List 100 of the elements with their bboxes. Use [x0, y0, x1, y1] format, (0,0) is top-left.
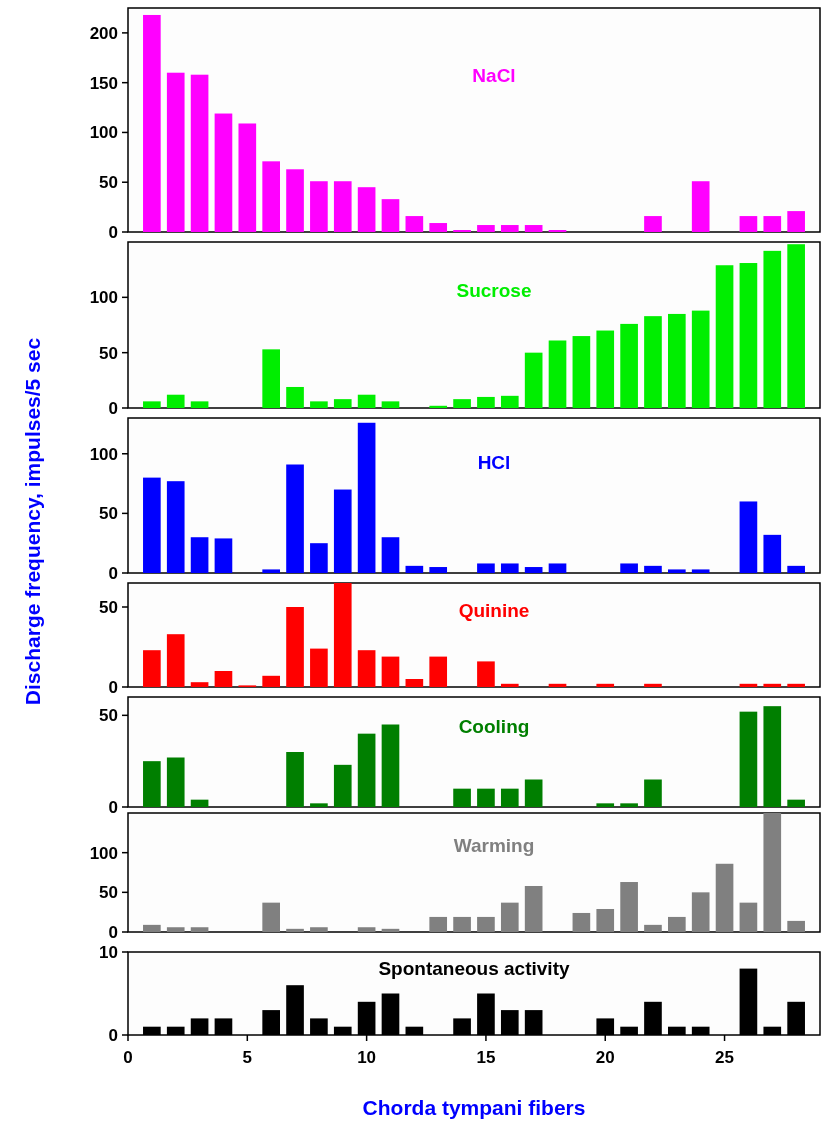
text: Warming — [453, 835, 535, 857]
bar — [500, 902, 519, 932]
bar — [787, 565, 805, 573]
bar — [143, 650, 161, 687]
bar — [381, 199, 400, 232]
bar — [286, 607, 304, 687]
y-tick-label: 50 — [99, 597, 118, 617]
bar — [644, 565, 662, 573]
y-tick-label: 50 — [99, 173, 118, 193]
bar — [429, 916, 448, 932]
bar — [381, 724, 400, 807]
bar — [214, 538, 233, 573]
bar — [477, 788, 495, 807]
y-tick-label: 100 — [89, 123, 118, 143]
bar — [357, 650, 376, 687]
bar — [166, 634, 185, 687]
bar — [310, 181, 328, 232]
text: NaCl — [472, 64, 516, 86]
bar — [763, 250, 782, 408]
bar — [763, 216, 782, 232]
bar — [691, 569, 710, 573]
y-tick-label: 0 — [108, 797, 118, 817]
bar — [262, 349, 280, 408]
x-tick-label: 25 — [715, 1048, 735, 1067]
bar — [763, 534, 782, 573]
bar — [405, 216, 424, 232]
y-tick-label: 0 — [108, 398, 118, 418]
bar — [620, 323, 638, 408]
bar — [477, 916, 495, 932]
bar — [286, 928, 304, 932]
bar — [143, 924, 161, 932]
bar — [644, 779, 662, 807]
bar — [429, 223, 448, 232]
y-tick-label: 0 — [108, 922, 118, 942]
bar — [166, 927, 185, 932]
y-tick-label: 0 — [108, 1025, 118, 1045]
bar — [429, 656, 448, 687]
x-tick-label: 15 — [476, 1048, 496, 1067]
bar — [739, 501, 758, 573]
bar — [739, 216, 758, 232]
bar — [691, 892, 710, 932]
bar — [310, 803, 328, 807]
bar — [787, 920, 805, 932]
bar — [548, 563, 567, 573]
bar — [620, 882, 638, 932]
bar — [190, 799, 209, 807]
text: Quinine — [458, 600, 530, 622]
bar — [500, 395, 519, 408]
bar — [524, 885, 543, 932]
bar — [524, 225, 543, 232]
bar — [381, 537, 400, 573]
bar — [286, 169, 304, 232]
bar — [310, 543, 328, 573]
y-tick-label: 200 — [89, 23, 118, 43]
bar — [381, 928, 400, 932]
x-tick-label: 0 — [123, 1048, 133, 1067]
bar — [763, 683, 782, 687]
bar — [644, 216, 662, 232]
bar — [596, 683, 615, 687]
y-tick-label: 100 — [89, 444, 118, 464]
bar — [739, 263, 758, 408]
bar — [166, 394, 185, 408]
bar — [357, 422, 376, 573]
bar — [644, 924, 662, 932]
bar — [500, 563, 519, 573]
bar — [286, 752, 304, 807]
bar — [166, 481, 185, 573]
bar — [477, 396, 495, 408]
bar — [763, 813, 782, 932]
bar — [166, 757, 185, 807]
bar — [453, 399, 471, 408]
bar — [357, 394, 376, 408]
bar — [644, 683, 662, 687]
y-tick-label: 50 — [99, 504, 118, 524]
x-tick-label: 20 — [595, 1048, 615, 1067]
bar — [429, 567, 448, 573]
bar — [548, 340, 567, 408]
bar — [143, 14, 161, 232]
bar — [190, 682, 209, 687]
bar — [357, 927, 376, 932]
bar — [691, 181, 710, 232]
text: Sucrose — [456, 279, 532, 301]
bar — [453, 916, 471, 932]
bar — [238, 123, 257, 232]
bar — [596, 330, 615, 408]
bar — [262, 902, 280, 932]
bar — [286, 386, 304, 408]
bar — [477, 563, 495, 573]
bar — [668, 569, 686, 573]
bar — [500, 225, 519, 232]
y-tick-label: 50 — [99, 343, 118, 363]
x-tick-label: 5 — [242, 1048, 253, 1067]
bar — [524, 779, 543, 807]
bar — [787, 683, 805, 687]
y-tick-label: 100 — [89, 843, 118, 863]
bar — [166, 72, 185, 232]
y-tick-label: 0 — [108, 677, 118, 697]
bar — [763, 706, 782, 807]
bar — [572, 912, 591, 932]
bar — [310, 648, 328, 687]
